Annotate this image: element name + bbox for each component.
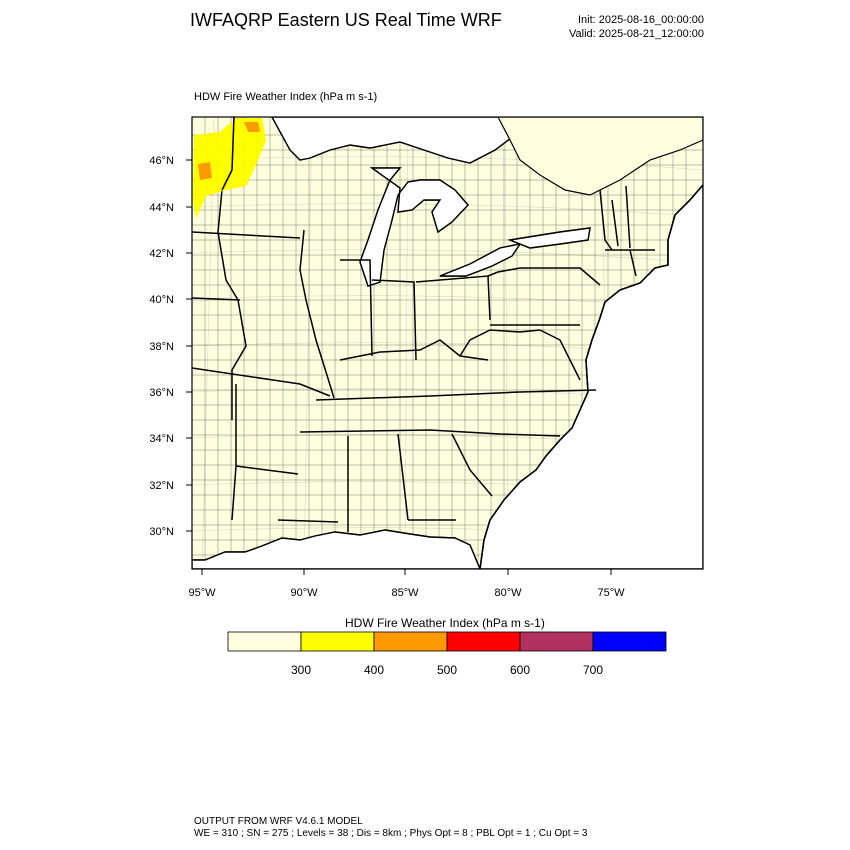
lon-label: 90°W (290, 587, 318, 599)
colorbar (227, 631, 667, 652)
model-info-line2: WE = 310 ; SN = 275 ; Levels = 38 ; Dis … (194, 828, 588, 839)
colorbar-labels: 300 400 500 600 700 (291, 663, 603, 677)
colorbar-label: 300 (291, 663, 311, 677)
colorbar-label: 600 (510, 663, 530, 677)
lat-label: 46°N (149, 155, 174, 167)
lon-label: 75°W (597, 587, 625, 599)
model-info-line1: OUTPUT FROM WRF V4.6.1 MODEL (194, 816, 363, 827)
valid-time: Valid: 2025-08-21_12:00:00 (569, 28, 704, 40)
canada-land (497, 117, 703, 196)
colorbar-box (446, 631, 521, 652)
lat-label: 42°N (149, 248, 174, 260)
fire-index-overlay (193, 117, 266, 218)
lat-labels: 46°N 44°N 42°N 40°N 38°N 36°N 34°N 32°N … (149, 155, 174, 538)
map-area (192, 117, 703, 569)
lat-label: 36°N (149, 387, 174, 399)
colorbar-box (592, 631, 667, 652)
lon-label: 95°W (188, 587, 216, 599)
water-mask (192, 117, 703, 569)
colorbar-label: 500 (437, 663, 457, 677)
lon-label: 85°W (391, 587, 419, 599)
page-title: IWFAQRP Eastern US Real Time WRF (190, 10, 502, 30)
colorbar-box (300, 631, 375, 652)
plot-subtitle: HDW Fire Weather Index (hPa m s-1) (194, 91, 378, 103)
colorbar-box (519, 631, 594, 652)
lat-ticks (186, 159, 192, 532)
lon-label: 80°W (494, 587, 522, 599)
coastlines (479, 184, 703, 569)
lat-label: 32°N (149, 480, 174, 492)
lon-ticks (201, 569, 612, 575)
lon-labels: 95°W 90°W 85°W 80°W 75°W (188, 587, 625, 599)
init-time: Init: 2025-08-16_00:00:00 (578, 14, 704, 26)
colorbar-title: HDW Fire Weather Index (hPa m s-1) (345, 616, 545, 630)
lat-label: 38°N (149, 341, 174, 353)
lat-label: 30°N (149, 526, 174, 538)
colorbar-label: 700 (583, 663, 603, 677)
lat-label: 44°N (149, 202, 174, 214)
colorbar-box (227, 631, 302, 652)
colorbar-label: 400 (364, 663, 384, 677)
colorbar-box (373, 631, 448, 652)
lat-label: 40°N (149, 294, 174, 306)
map-frame (191, 116, 704, 570)
lat-label: 34°N (149, 433, 174, 445)
